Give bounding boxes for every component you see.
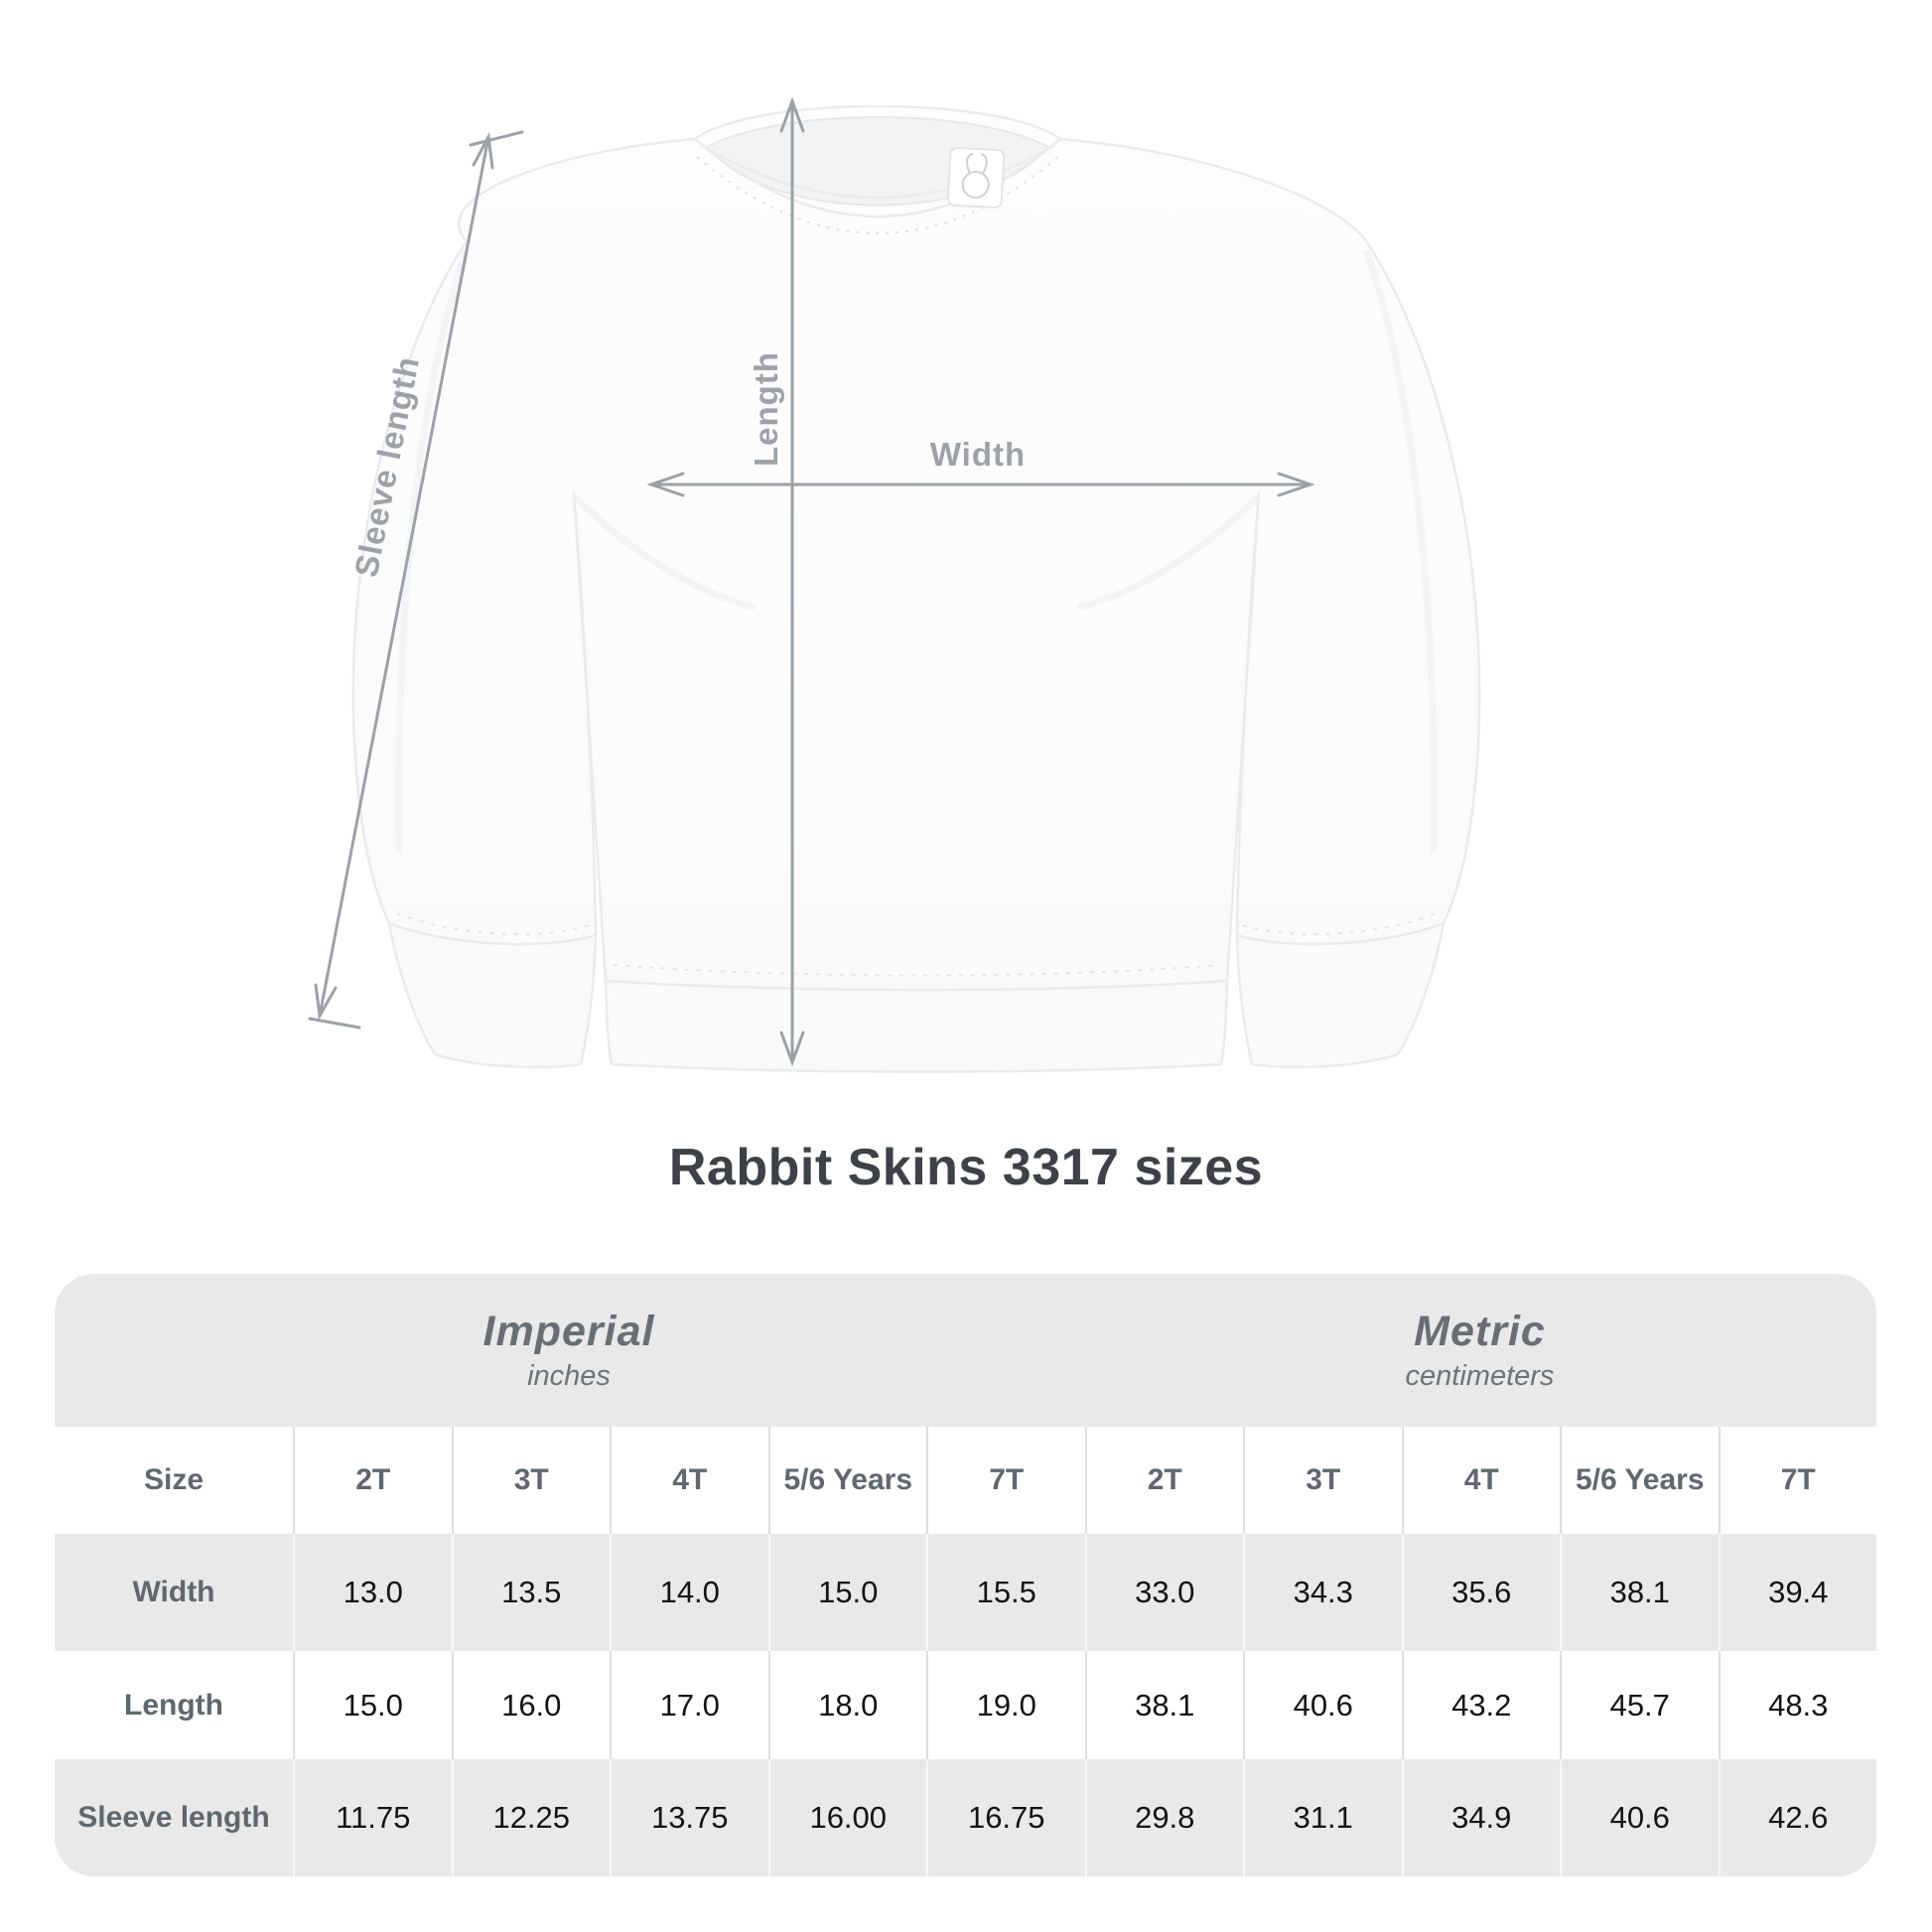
length-value: 15.0 xyxy=(293,1651,452,1759)
sleeve-value: 13.75 xyxy=(610,1759,768,1876)
width-value: 15.0 xyxy=(767,1534,927,1651)
metric-title: Metric xyxy=(1414,1308,1546,1355)
size-header-row: Size 2T 3T 4T 5/6 Years 7T 2T 3T 4T 5/6 … xyxy=(55,1427,1876,1534)
col-header-imperial-56y: 5/6 Years xyxy=(767,1427,927,1534)
width-row: Width 13.0 13.5 14.0 15.0 15.5 33.0 34.3… xyxy=(55,1534,1876,1651)
width-value: 38.1 xyxy=(1560,1534,1719,1651)
width-value: 13.0 xyxy=(293,1534,452,1651)
width-value: 14.0 xyxy=(610,1534,768,1651)
width-value: 34.3 xyxy=(1243,1534,1402,1651)
sleeve-value: 42.6 xyxy=(1718,1759,1877,1876)
sleeve-length-row: Sleeve length 11.75 12.25 13.75 16.00 16… xyxy=(55,1759,1876,1876)
col-header-imperial-3t: 3T xyxy=(451,1427,611,1534)
row-header-sleeve-length: Sleeve length xyxy=(77,1801,270,1834)
col-header-metric-2t: 2T xyxy=(1084,1427,1244,1534)
brand-tag-rabbit-icon xyxy=(946,146,1006,209)
col-header-imperial-4t: 4T xyxy=(610,1427,768,1534)
sleeve-length-arrow xyxy=(308,130,524,1030)
imperial-header: Imperial inches xyxy=(55,1274,1083,1427)
row-header-length: Length xyxy=(124,1688,223,1722)
sleeve-value: 16.00 xyxy=(767,1759,927,1876)
length-value: 18.0 xyxy=(767,1651,927,1759)
col-header-metric-56y: 5/6 Years xyxy=(1560,1427,1719,1534)
length-value: 43.2 xyxy=(1401,1651,1561,1759)
sleeve-value: 29.8 xyxy=(1084,1759,1244,1876)
sweatshirt-diagram xyxy=(308,96,1481,1073)
width-value: 33.0 xyxy=(1084,1534,1244,1651)
sleeve-value: 31.1 xyxy=(1243,1759,1402,1876)
sleeve-value: 16.75 xyxy=(926,1759,1085,1876)
sweatshirt-image xyxy=(351,104,1481,1073)
length-row: Length 15.0 16.0 17.0 18.0 19.0 38.1 40.… xyxy=(55,1651,1876,1759)
size-table: Imperial inches Metric centimeters Size … xyxy=(55,1274,1876,1876)
col-header-metric-4t: 4T xyxy=(1401,1427,1561,1534)
col-header-imperial-2t: 2T xyxy=(293,1427,452,1534)
length-arrow xyxy=(779,96,805,1067)
length-value: 17.0 xyxy=(610,1651,768,1759)
length-value: 38.1 xyxy=(1084,1651,1244,1759)
col-header-imperial-7t: 7T xyxy=(926,1427,1085,1534)
width-arrow xyxy=(646,472,1315,497)
sleeve-value: 40.6 xyxy=(1560,1759,1719,1876)
length-value: 40.6 xyxy=(1243,1651,1402,1759)
page-title: Rabbit Skins 3317 sizes xyxy=(668,1139,1264,1196)
col-header-metric-7t: 7T xyxy=(1718,1427,1877,1534)
imperial-title: Imperial xyxy=(483,1308,655,1355)
width-value: 13.5 xyxy=(451,1534,611,1651)
width-value: 39.4 xyxy=(1718,1534,1877,1651)
sleeve-value: 12.25 xyxy=(451,1759,611,1876)
length-value: 48.3 xyxy=(1718,1651,1877,1759)
metric-subtitle: centimeters xyxy=(1405,1360,1555,1392)
length-label: Length xyxy=(748,351,784,467)
metric-header: Metric centimeters xyxy=(1083,1274,1876,1427)
units-header-band: Imperial inches Metric centimeters xyxy=(55,1274,1876,1427)
size-col-header: Size xyxy=(143,1463,205,1496)
length-value: 45.7 xyxy=(1560,1651,1719,1759)
sleeve-value: 34.9 xyxy=(1401,1759,1561,1876)
width-label: Width xyxy=(929,436,1027,473)
sleeve-value: 11.75 xyxy=(293,1759,452,1876)
imperial-subtitle: inches xyxy=(527,1360,611,1392)
col-header-metric-3t: 3T xyxy=(1243,1427,1402,1534)
length-value: 16.0 xyxy=(451,1651,611,1759)
row-header-width: Width xyxy=(132,1576,215,1608)
length-value: 19.0 xyxy=(926,1651,1085,1759)
width-value: 35.6 xyxy=(1401,1534,1561,1651)
width-value: 15.5 xyxy=(926,1534,1085,1651)
